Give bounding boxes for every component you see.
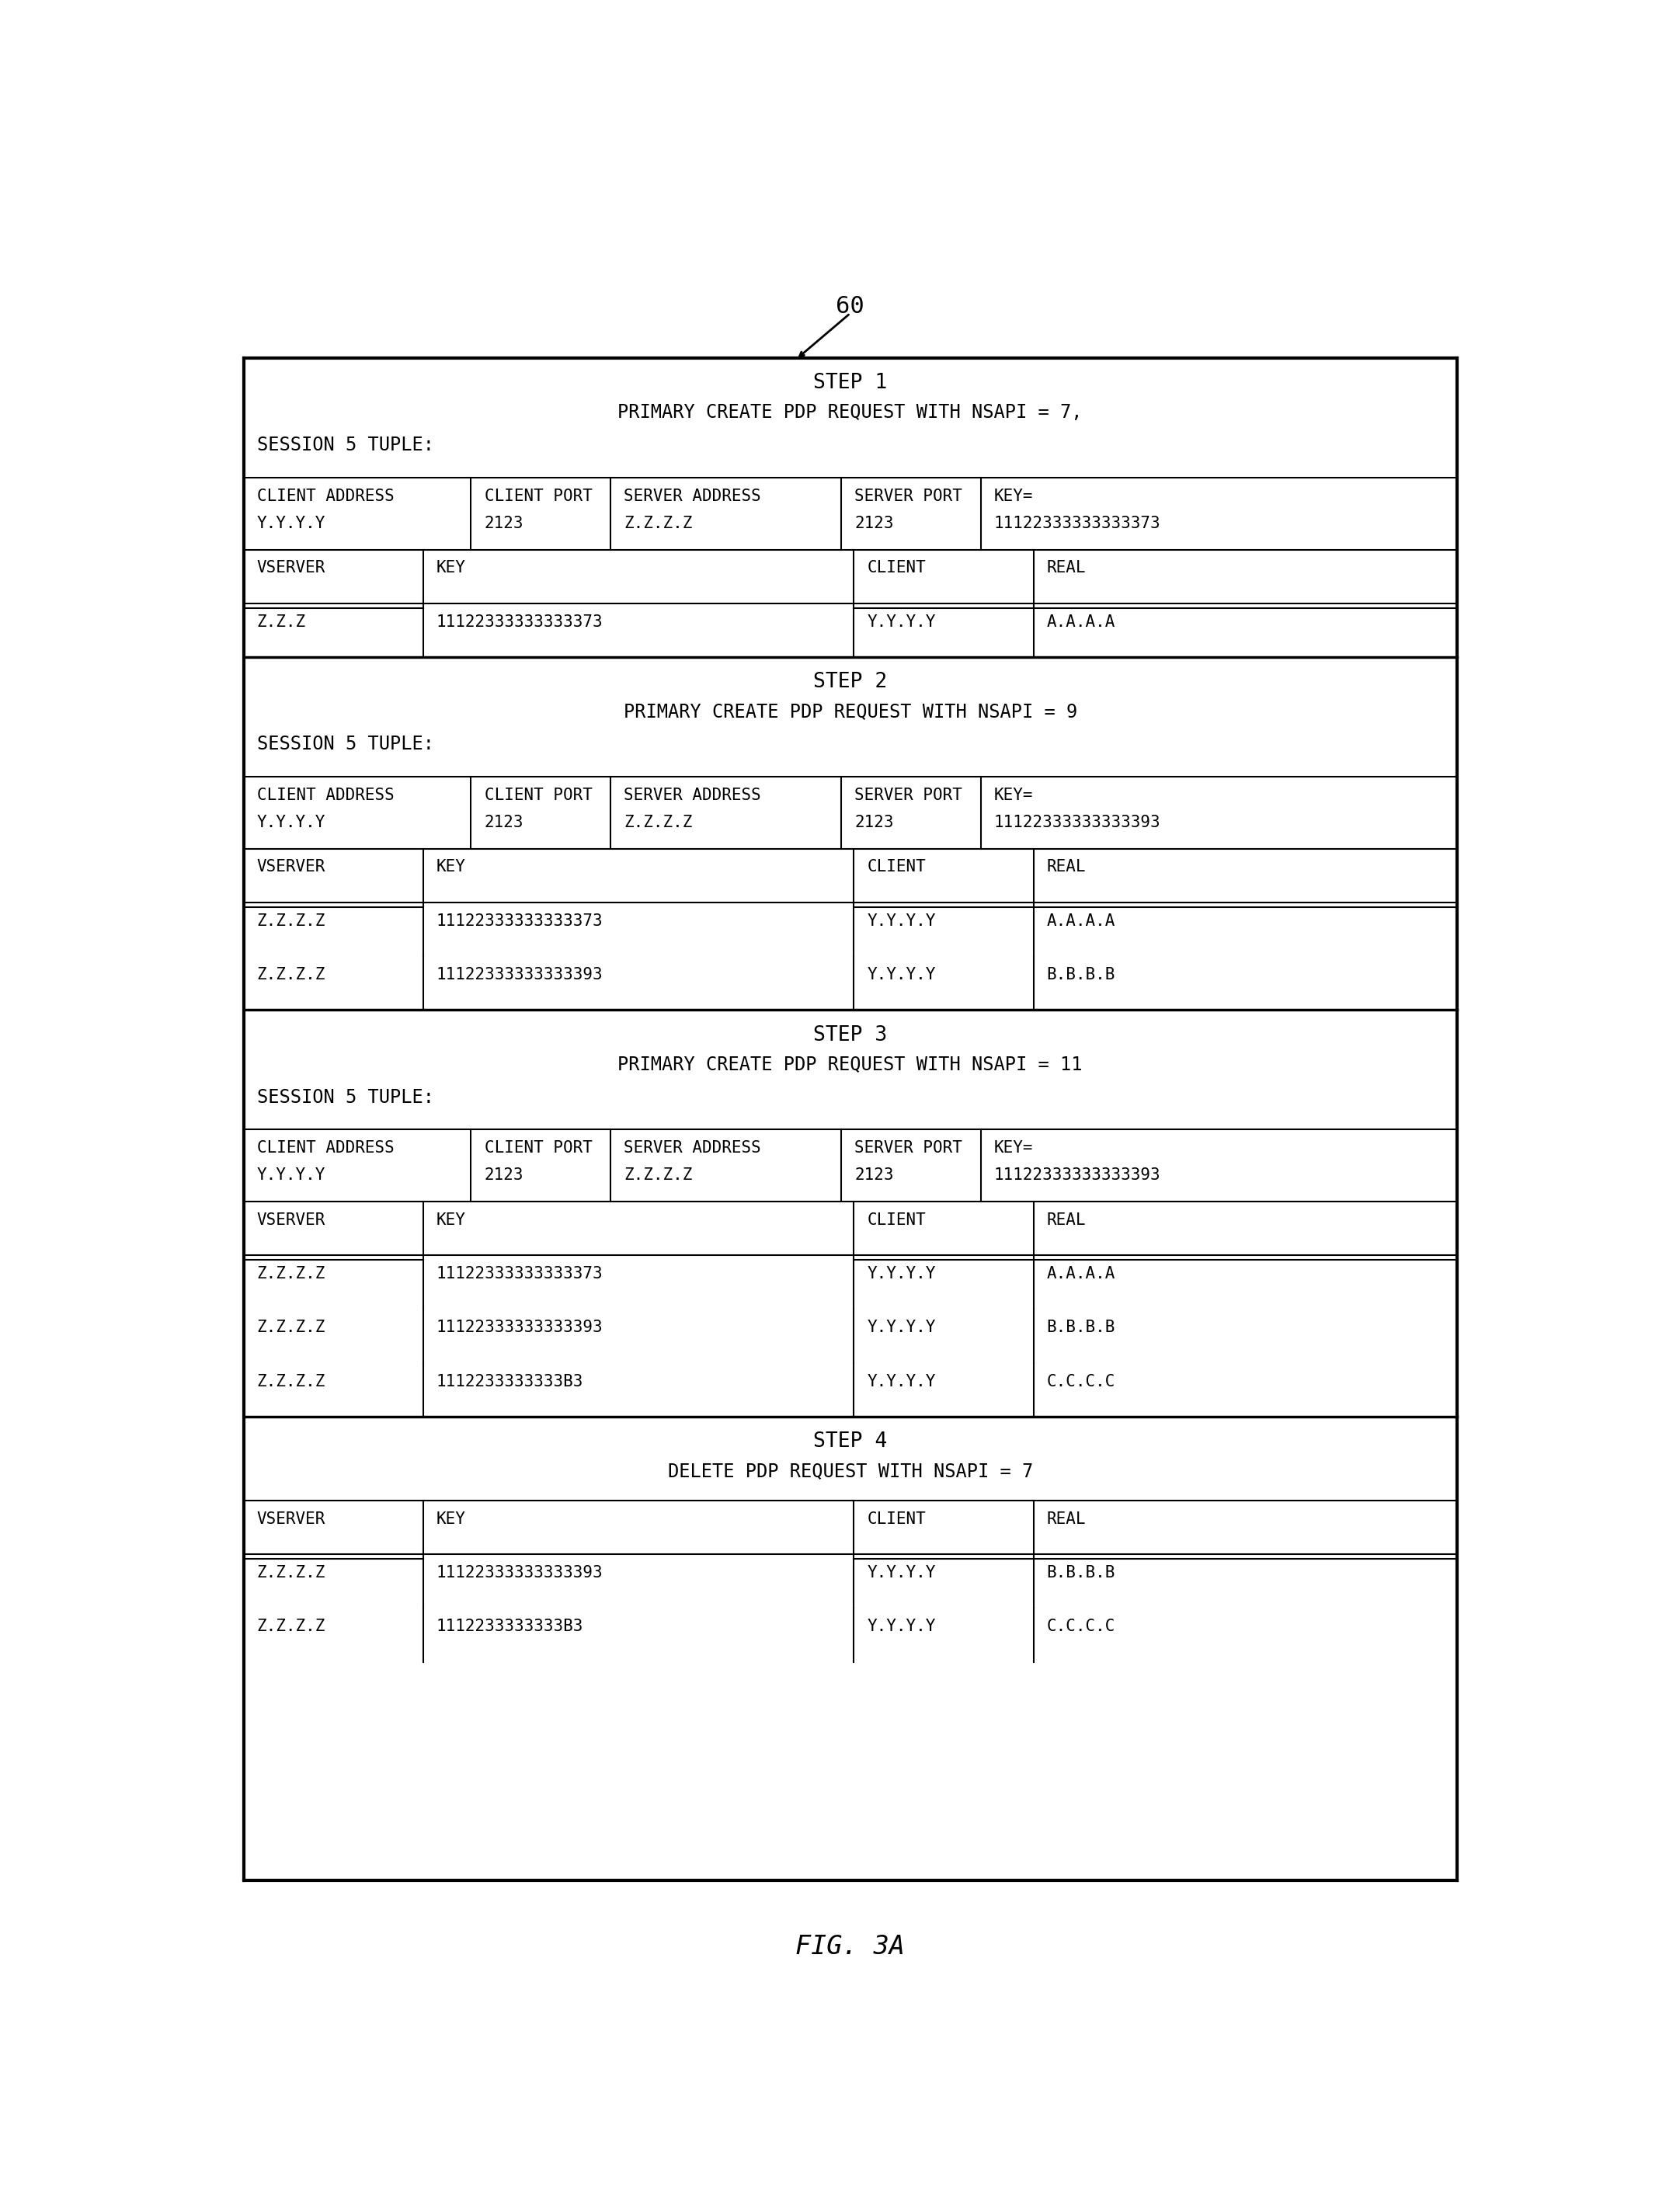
Text: CLIENT ADDRESS: CLIENT ADDRESS [257,1141,395,1157]
Text: SERVER PORT: SERVER PORT [854,489,962,504]
Text: STEP 2: STEP 2 [813,672,888,692]
Text: 11122333333333393: 11122333333333393 [436,1566,602,1582]
Text: VSERVER: VSERVER [257,858,325,874]
Text: CLIENT PORT: CLIENT PORT [484,1141,592,1157]
Text: PRIMARY CREATE PDP REQUEST WITH NSAPI = 9: PRIMARY CREATE PDP REQUEST WITH NSAPI = … [624,701,1077,721]
Text: 11122333333333393: 11122333333333393 [436,967,602,982]
Text: STEP 1: STEP 1 [813,374,888,394]
Text: CLIENT: CLIENT [868,1511,926,1526]
Text: C.C.C.C: C.C.C.C [1047,1374,1115,1389]
Text: SERVER PORT: SERVER PORT [854,1141,962,1157]
Text: Y.Y.Y.Y: Y.Y.Y.Y [868,1619,936,1635]
Text: KEY=: KEY= [994,1141,1034,1157]
Text: KEY: KEY [436,858,466,874]
Text: CLIENT: CLIENT [868,1212,926,1228]
Text: Z.Z.Z.Z: Z.Z.Z.Z [257,967,325,982]
Text: CLIENT PORT: CLIENT PORT [484,489,592,504]
Text: 11122333333333373: 11122333333333373 [994,515,1161,531]
Text: Y.Y.Y.Y: Y.Y.Y.Y [868,615,936,630]
Text: 2123: 2123 [484,814,524,830]
Text: Z.Z.Z.Z: Z.Z.Z.Z [624,1168,692,1183]
Text: SESSION 5 TUPLE:: SESSION 5 TUPLE: [257,436,433,453]
Text: PRIMARY CREATE PDP REQUEST WITH NSAPI = 11: PRIMARY CREATE PDP REQUEST WITH NSAPI = … [617,1055,1083,1073]
Text: KEY=: KEY= [994,489,1034,504]
Text: A.A.A.A: A.A.A.A [1047,615,1115,630]
Text: Z.Z.Z.Z: Z.Z.Z.Z [624,515,692,531]
Text: KEY: KEY [436,1511,466,1526]
Text: REAL: REAL [1047,1511,1087,1526]
Text: STEP 4: STEP 4 [813,1431,888,1451]
Text: Y.Y.Y.Y: Y.Y.Y.Y [257,515,325,531]
Text: Y.Y.Y.Y: Y.Y.Y.Y [868,1321,936,1336]
Text: Y.Y.Y.Y: Y.Y.Y.Y [868,967,936,982]
Text: 2123: 2123 [854,814,894,830]
Text: KEY=: KEY= [994,787,1034,803]
Text: SERVER ADDRESS: SERVER ADDRESS [624,489,761,504]
Text: Y.Y.Y.Y: Y.Y.Y.Y [868,914,936,929]
Text: 2123: 2123 [854,1168,894,1183]
Text: SERVER ADDRESS: SERVER ADDRESS [624,787,761,803]
Text: A.A.A.A: A.A.A.A [1047,1265,1115,1281]
Text: 2123: 2123 [484,1168,524,1183]
Text: 60: 60 [836,296,864,319]
Text: VSERVER: VSERVER [257,1511,325,1526]
Text: SERVER ADDRESS: SERVER ADDRESS [624,1141,761,1157]
Text: CLIENT: CLIENT [868,858,926,874]
Text: A.A.A.A: A.A.A.A [1047,914,1115,929]
Text: B.B.B.B: B.B.B.B [1047,1566,1115,1582]
Text: 11122333333333373: 11122333333333373 [436,914,602,929]
Text: 1112233333333B3: 1112233333333B3 [436,1619,584,1635]
Text: Z.Z.Z.Z: Z.Z.Z.Z [257,1619,325,1635]
Text: CLIENT ADDRESS: CLIENT ADDRESS [257,787,395,803]
Text: Y.Y.Y.Y: Y.Y.Y.Y [868,1374,936,1389]
Text: Y.Y.Y.Y: Y.Y.Y.Y [257,1168,325,1183]
Text: 11122333333333373: 11122333333333373 [436,615,602,630]
Text: CLIENT PORT: CLIENT PORT [484,787,592,803]
Text: VSERVER: VSERVER [257,560,325,575]
Text: 2123: 2123 [484,515,524,531]
Text: SESSION 5 TUPLE:: SESSION 5 TUPLE: [257,1088,433,1106]
Text: REAL: REAL [1047,858,1087,874]
Text: Z.Z.Z.Z: Z.Z.Z.Z [624,814,692,830]
Text: STEP 3: STEP 3 [813,1024,888,1044]
Text: REAL: REAL [1047,1212,1087,1228]
Text: Z.Z.Z.Z: Z.Z.Z.Z [257,914,325,929]
Text: Z.Z.Z.Z: Z.Z.Z.Z [257,1321,325,1336]
Text: CLIENT: CLIENT [868,560,926,575]
Text: 2123: 2123 [854,515,894,531]
Text: Z.Z.Z: Z.Z.Z [257,615,305,630]
Text: SERVER PORT: SERVER PORT [854,787,962,803]
Text: KEY: KEY [436,1212,466,1228]
Text: Z.Z.Z.Z: Z.Z.Z.Z [257,1374,325,1389]
Text: 11122333333333393: 11122333333333393 [994,1168,1161,1183]
Text: 11122333333333393: 11122333333333393 [994,814,1161,830]
Text: Y.Y.Y.Y: Y.Y.Y.Y [868,1265,936,1281]
Text: PRIMARY CREATE PDP REQUEST WITH NSAPI = 7,: PRIMARY CREATE PDP REQUEST WITH NSAPI = … [617,403,1083,422]
Text: Z.Z.Z.Z: Z.Z.Z.Z [257,1265,325,1281]
Text: REAL: REAL [1047,560,1087,575]
Text: 1112233333333B3: 1112233333333B3 [436,1374,584,1389]
Text: DELETE PDP REQUEST WITH NSAPI = 7: DELETE PDP REQUEST WITH NSAPI = 7 [667,1462,1034,1480]
Text: B.B.B.B: B.B.B.B [1047,967,1115,982]
Text: C.C.C.C: C.C.C.C [1047,1619,1115,1635]
Text: Y.Y.Y.Y: Y.Y.Y.Y [868,1566,936,1582]
Text: SESSION 5 TUPLE:: SESSION 5 TUPLE: [257,734,433,754]
Text: B.B.B.B: B.B.B.B [1047,1321,1115,1336]
Text: Y.Y.Y.Y: Y.Y.Y.Y [257,814,325,830]
Text: KEY: KEY [436,560,466,575]
Text: CLIENT ADDRESS: CLIENT ADDRESS [257,489,395,504]
Text: FIG. 3A: FIG. 3A [796,1933,904,1960]
Text: Z.Z.Z.Z: Z.Z.Z.Z [257,1566,325,1582]
Text: 11122333333333373: 11122333333333373 [436,1265,602,1281]
Text: 11122333333333393: 11122333333333393 [436,1321,602,1336]
Text: VSERVER: VSERVER [257,1212,325,1228]
